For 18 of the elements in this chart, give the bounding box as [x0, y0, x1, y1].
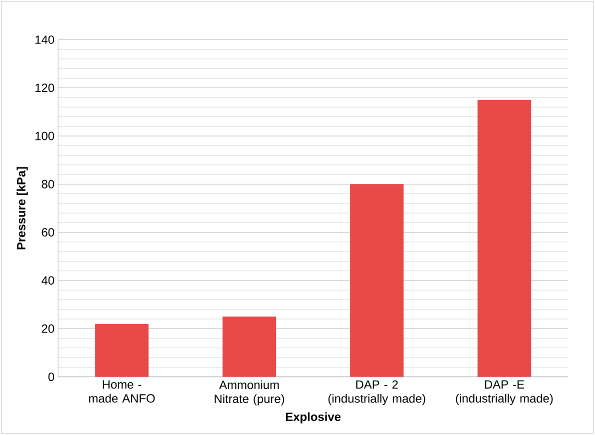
- y-tick-label: 80: [42, 180, 54, 188]
- y-tick-label: 20: [42, 324, 54, 333]
- y-tick-label: 120: [36, 84, 54, 92]
- x-tick-label: DAP -E (industrially made): [456, 380, 553, 406]
- y-tick-label: 140: [36, 35, 54, 44]
- bar: [222, 316, 276, 377]
- x-axis-title: Explosive: [286, 412, 341, 424]
- bar: [350, 184, 404, 377]
- y-axis-title: Pressure [kPa]: [16, 167, 28, 250]
- x-tick-label: Ammonium Nitrate (pure): [214, 380, 284, 406]
- bar: [95, 324, 149, 377]
- x-tick-label: DAP - 2 (industrially made): [328, 380, 426, 406]
- x-tick-label: Home - made ANFO: [89, 380, 155, 403]
- y-tick-label: 60: [42, 228, 54, 237]
- y-tick-label: 40: [42, 276, 54, 285]
- bar: [478, 100, 532, 377]
- y-tick-label: 0: [48, 372, 54, 382]
- y-tick-label: 100: [36, 132, 54, 140]
